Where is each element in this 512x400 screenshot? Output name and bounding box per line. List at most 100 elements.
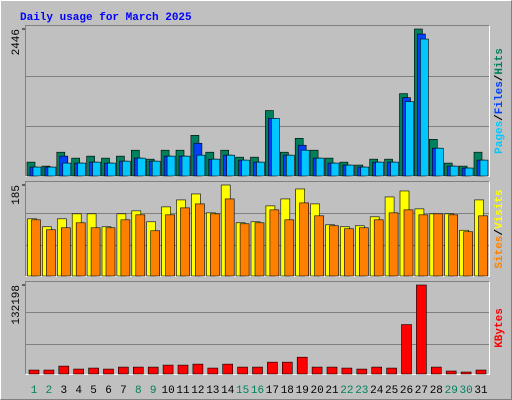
bar bbox=[371, 366, 383, 375]
bar bbox=[241, 159, 250, 177]
x-tick-label: 10 bbox=[161, 385, 174, 397]
legend-entry: Pages bbox=[494, 121, 506, 154]
bar bbox=[196, 154, 206, 177]
bar bbox=[360, 166, 370, 177]
x-tick-label: 4 bbox=[75, 385, 82, 397]
x-tick-label: 6 bbox=[105, 385, 112, 397]
x-tick-label: 21 bbox=[325, 385, 339, 397]
panel-bevel-dark bbox=[25, 281, 490, 375]
bar bbox=[405, 101, 414, 177]
bar bbox=[210, 213, 220, 277]
panel-bevel-light bbox=[25, 181, 490, 277]
bar bbox=[226, 154, 235, 177]
x-tick-label: 23 bbox=[355, 385, 368, 397]
bar bbox=[341, 367, 353, 375]
bar bbox=[46, 229, 56, 277]
bar bbox=[269, 209, 280, 277]
bar bbox=[177, 364, 189, 375]
x-tick-label: 28 bbox=[430, 385, 443, 397]
bar bbox=[300, 149, 310, 177]
bar bbox=[344, 228, 354, 277]
bar bbox=[181, 155, 191, 177]
bar bbox=[416, 284, 427, 375]
bar bbox=[358, 227, 369, 277]
bar bbox=[90, 227, 101, 277]
bar bbox=[43, 369, 55, 375]
bar bbox=[390, 161, 399, 177]
bar bbox=[118, 366, 129, 375]
bar bbox=[120, 219, 131, 277]
bar bbox=[284, 219, 295, 277]
panel-bevel-light bbox=[25, 25, 490, 177]
bar bbox=[388, 212, 399, 277]
x-tick-label: 19 bbox=[296, 385, 309, 397]
x-tick-label: 20 bbox=[310, 385, 323, 397]
bar bbox=[147, 366, 159, 375]
x-tick-label: 25 bbox=[385, 385, 398, 397]
panel-bevel-dark bbox=[25, 25, 490, 177]
x-tick-label: 14 bbox=[221, 385, 235, 397]
bar bbox=[326, 366, 338, 375]
bar bbox=[418, 214, 429, 277]
bar bbox=[271, 118, 280, 177]
bar bbox=[434, 147, 444, 177]
bar bbox=[299, 202, 310, 277]
bar bbox=[460, 371, 472, 375]
bar bbox=[73, 368, 84, 375]
bar bbox=[254, 222, 265, 277]
bar bbox=[58, 365, 70, 375]
legend-entry: Visits bbox=[494, 189, 506, 229]
x-tick-label: 2 bbox=[46, 385, 53, 397]
bar bbox=[92, 161, 101, 177]
x-tick-label: 13 bbox=[206, 385, 219, 397]
y-tick-label: 2446 bbox=[11, 29, 23, 55]
x-tick-label: 29 bbox=[445, 385, 458, 397]
bar bbox=[475, 369, 487, 375]
legend-separator: / bbox=[494, 114, 506, 121]
bar bbox=[103, 368, 114, 375]
x-tick-label: 11 bbox=[176, 385, 190, 397]
bar bbox=[239, 223, 250, 277]
x-tick-label: 1 bbox=[31, 385, 38, 397]
bar bbox=[463, 231, 473, 277]
bar bbox=[28, 369, 40, 375]
bar bbox=[222, 363, 233, 375]
x-tick-label: 15 bbox=[236, 385, 249, 397]
bar bbox=[180, 207, 190, 277]
bar bbox=[135, 214, 146, 277]
x-tick-label: 22 bbox=[340, 385, 353, 397]
bar bbox=[166, 155, 176, 177]
x-tick-label: 8 bbox=[135, 385, 142, 397]
legend: Sites/Visits bbox=[494, 189, 506, 268]
bar bbox=[192, 363, 204, 375]
bar bbox=[403, 209, 414, 277]
bar bbox=[401, 324, 412, 375]
bar bbox=[165, 214, 175, 277]
bar bbox=[133, 366, 144, 375]
bar bbox=[162, 364, 174, 375]
bar bbox=[137, 157, 146, 177]
x-tick-label: 27 bbox=[415, 385, 428, 397]
legend-entry: KBytes bbox=[494, 308, 506, 348]
panel-bevel-dark bbox=[25, 181, 490, 277]
bar bbox=[373, 219, 384, 277]
x-tick-label: 7 bbox=[120, 385, 127, 397]
bar bbox=[420, 38, 429, 177]
bar bbox=[252, 366, 263, 375]
legend-separator: / bbox=[494, 74, 506, 81]
bar bbox=[150, 230, 160, 277]
bar bbox=[449, 165, 459, 177]
bar bbox=[314, 215, 324, 277]
bar bbox=[445, 370, 457, 375]
x-tick-label: 18 bbox=[281, 385, 294, 397]
bar bbox=[311, 366, 323, 375]
bar bbox=[60, 227, 71, 277]
bar bbox=[105, 227, 116, 277]
x-tick-label: 12 bbox=[191, 385, 204, 397]
bar bbox=[478, 215, 488, 277]
bar bbox=[237, 366, 248, 375]
panel bbox=[25, 281, 490, 375]
bar bbox=[32, 166, 42, 177]
